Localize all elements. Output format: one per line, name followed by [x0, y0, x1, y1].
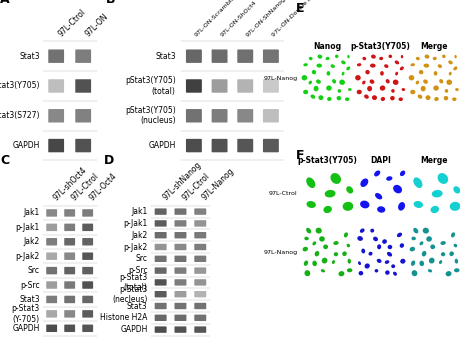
Ellipse shape	[455, 55, 457, 58]
Text: 97L-ON-ShOct4: 97L-ON-ShOct4	[219, 0, 257, 38]
Ellipse shape	[440, 241, 446, 245]
Text: pStat3(Y705)
(total): pStat3(Y705) (total)	[125, 76, 176, 96]
FancyBboxPatch shape	[64, 296, 75, 303]
Ellipse shape	[355, 75, 361, 80]
Ellipse shape	[399, 97, 403, 101]
FancyBboxPatch shape	[155, 291, 166, 298]
FancyBboxPatch shape	[194, 220, 206, 227]
Ellipse shape	[429, 258, 435, 264]
Text: p-Stat3
(necleus): p-Stat3 (necleus)	[112, 284, 147, 304]
Ellipse shape	[400, 259, 405, 264]
Ellipse shape	[426, 95, 430, 100]
Ellipse shape	[380, 71, 384, 76]
Text: 97L-shOct4: 97L-shOct4	[52, 165, 89, 202]
Ellipse shape	[423, 228, 429, 234]
Ellipse shape	[375, 193, 382, 200]
Text: Merge: Merge	[420, 42, 448, 51]
Ellipse shape	[391, 89, 395, 93]
Ellipse shape	[365, 70, 370, 74]
Ellipse shape	[335, 55, 338, 58]
Text: D: D	[104, 154, 114, 167]
Ellipse shape	[342, 251, 347, 256]
FancyBboxPatch shape	[64, 281, 75, 289]
FancyBboxPatch shape	[46, 209, 57, 217]
Ellipse shape	[317, 64, 322, 68]
Ellipse shape	[343, 202, 353, 211]
Ellipse shape	[454, 244, 457, 247]
Ellipse shape	[410, 63, 415, 66]
Text: p-Stat3(Y705): p-Stat3(Y705)	[0, 82, 40, 90]
Ellipse shape	[388, 245, 392, 249]
FancyBboxPatch shape	[263, 109, 279, 122]
Ellipse shape	[424, 64, 429, 68]
Ellipse shape	[410, 247, 415, 251]
Ellipse shape	[395, 72, 398, 75]
Ellipse shape	[319, 236, 325, 241]
FancyBboxPatch shape	[82, 296, 93, 303]
Ellipse shape	[310, 95, 315, 99]
FancyBboxPatch shape	[155, 244, 166, 250]
Ellipse shape	[442, 55, 446, 58]
Ellipse shape	[401, 88, 405, 91]
Ellipse shape	[395, 61, 399, 64]
Ellipse shape	[433, 57, 437, 60]
Text: p-Stat3
(Y-705): p-Stat3 (Y-705)	[11, 304, 40, 324]
Ellipse shape	[347, 268, 352, 272]
Ellipse shape	[428, 269, 432, 272]
Ellipse shape	[346, 186, 353, 194]
Ellipse shape	[344, 232, 348, 237]
Ellipse shape	[304, 270, 310, 276]
Ellipse shape	[323, 245, 328, 249]
Text: Jak1: Jak1	[131, 207, 147, 216]
Ellipse shape	[397, 233, 402, 237]
Ellipse shape	[393, 272, 397, 276]
FancyBboxPatch shape	[64, 224, 75, 231]
FancyBboxPatch shape	[64, 267, 75, 274]
Text: A: A	[0, 0, 9, 6]
Text: p-Stat3
(total): p-Stat3 (total)	[119, 273, 147, 292]
Ellipse shape	[450, 202, 460, 211]
Ellipse shape	[439, 260, 442, 264]
Ellipse shape	[453, 186, 460, 194]
Ellipse shape	[386, 176, 392, 181]
Ellipse shape	[365, 264, 370, 269]
Text: 97L-Nanog: 97L-Nanog	[264, 76, 298, 81]
Ellipse shape	[438, 64, 442, 68]
Ellipse shape	[411, 270, 418, 276]
Ellipse shape	[318, 55, 322, 59]
FancyBboxPatch shape	[174, 208, 186, 215]
Ellipse shape	[327, 97, 331, 101]
FancyBboxPatch shape	[155, 220, 166, 227]
Text: GAPDH: GAPDH	[12, 324, 40, 333]
Text: C: C	[0, 154, 9, 167]
Text: p-Stat3(Y705): p-Stat3(Y705)	[351, 42, 410, 51]
FancyBboxPatch shape	[75, 109, 91, 122]
Ellipse shape	[303, 63, 308, 66]
FancyBboxPatch shape	[194, 303, 206, 309]
Ellipse shape	[342, 72, 345, 75]
FancyBboxPatch shape	[194, 256, 206, 262]
Text: 97L-Nanog: 97L-Nanog	[264, 250, 298, 255]
Ellipse shape	[377, 206, 385, 213]
Ellipse shape	[370, 64, 375, 68]
Text: 97L-shNanog: 97L-shNanog	[161, 160, 202, 202]
FancyBboxPatch shape	[82, 267, 93, 274]
Ellipse shape	[411, 237, 416, 240]
FancyBboxPatch shape	[46, 281, 57, 289]
Text: 97L-ON-Double knockdown: 97L-ON-Double knockdown	[271, 0, 335, 38]
FancyBboxPatch shape	[64, 209, 75, 217]
Ellipse shape	[377, 244, 381, 249]
FancyBboxPatch shape	[237, 50, 253, 63]
Ellipse shape	[309, 80, 312, 84]
Text: Jak2: Jak2	[24, 237, 40, 246]
Ellipse shape	[410, 90, 415, 94]
FancyBboxPatch shape	[46, 252, 57, 260]
Ellipse shape	[400, 171, 405, 176]
Ellipse shape	[413, 228, 419, 234]
Ellipse shape	[441, 252, 445, 256]
Ellipse shape	[303, 90, 308, 94]
Text: p-Jak1: p-Jak1	[16, 223, 40, 232]
FancyBboxPatch shape	[64, 310, 75, 318]
Ellipse shape	[422, 251, 427, 256]
FancyBboxPatch shape	[155, 208, 166, 215]
